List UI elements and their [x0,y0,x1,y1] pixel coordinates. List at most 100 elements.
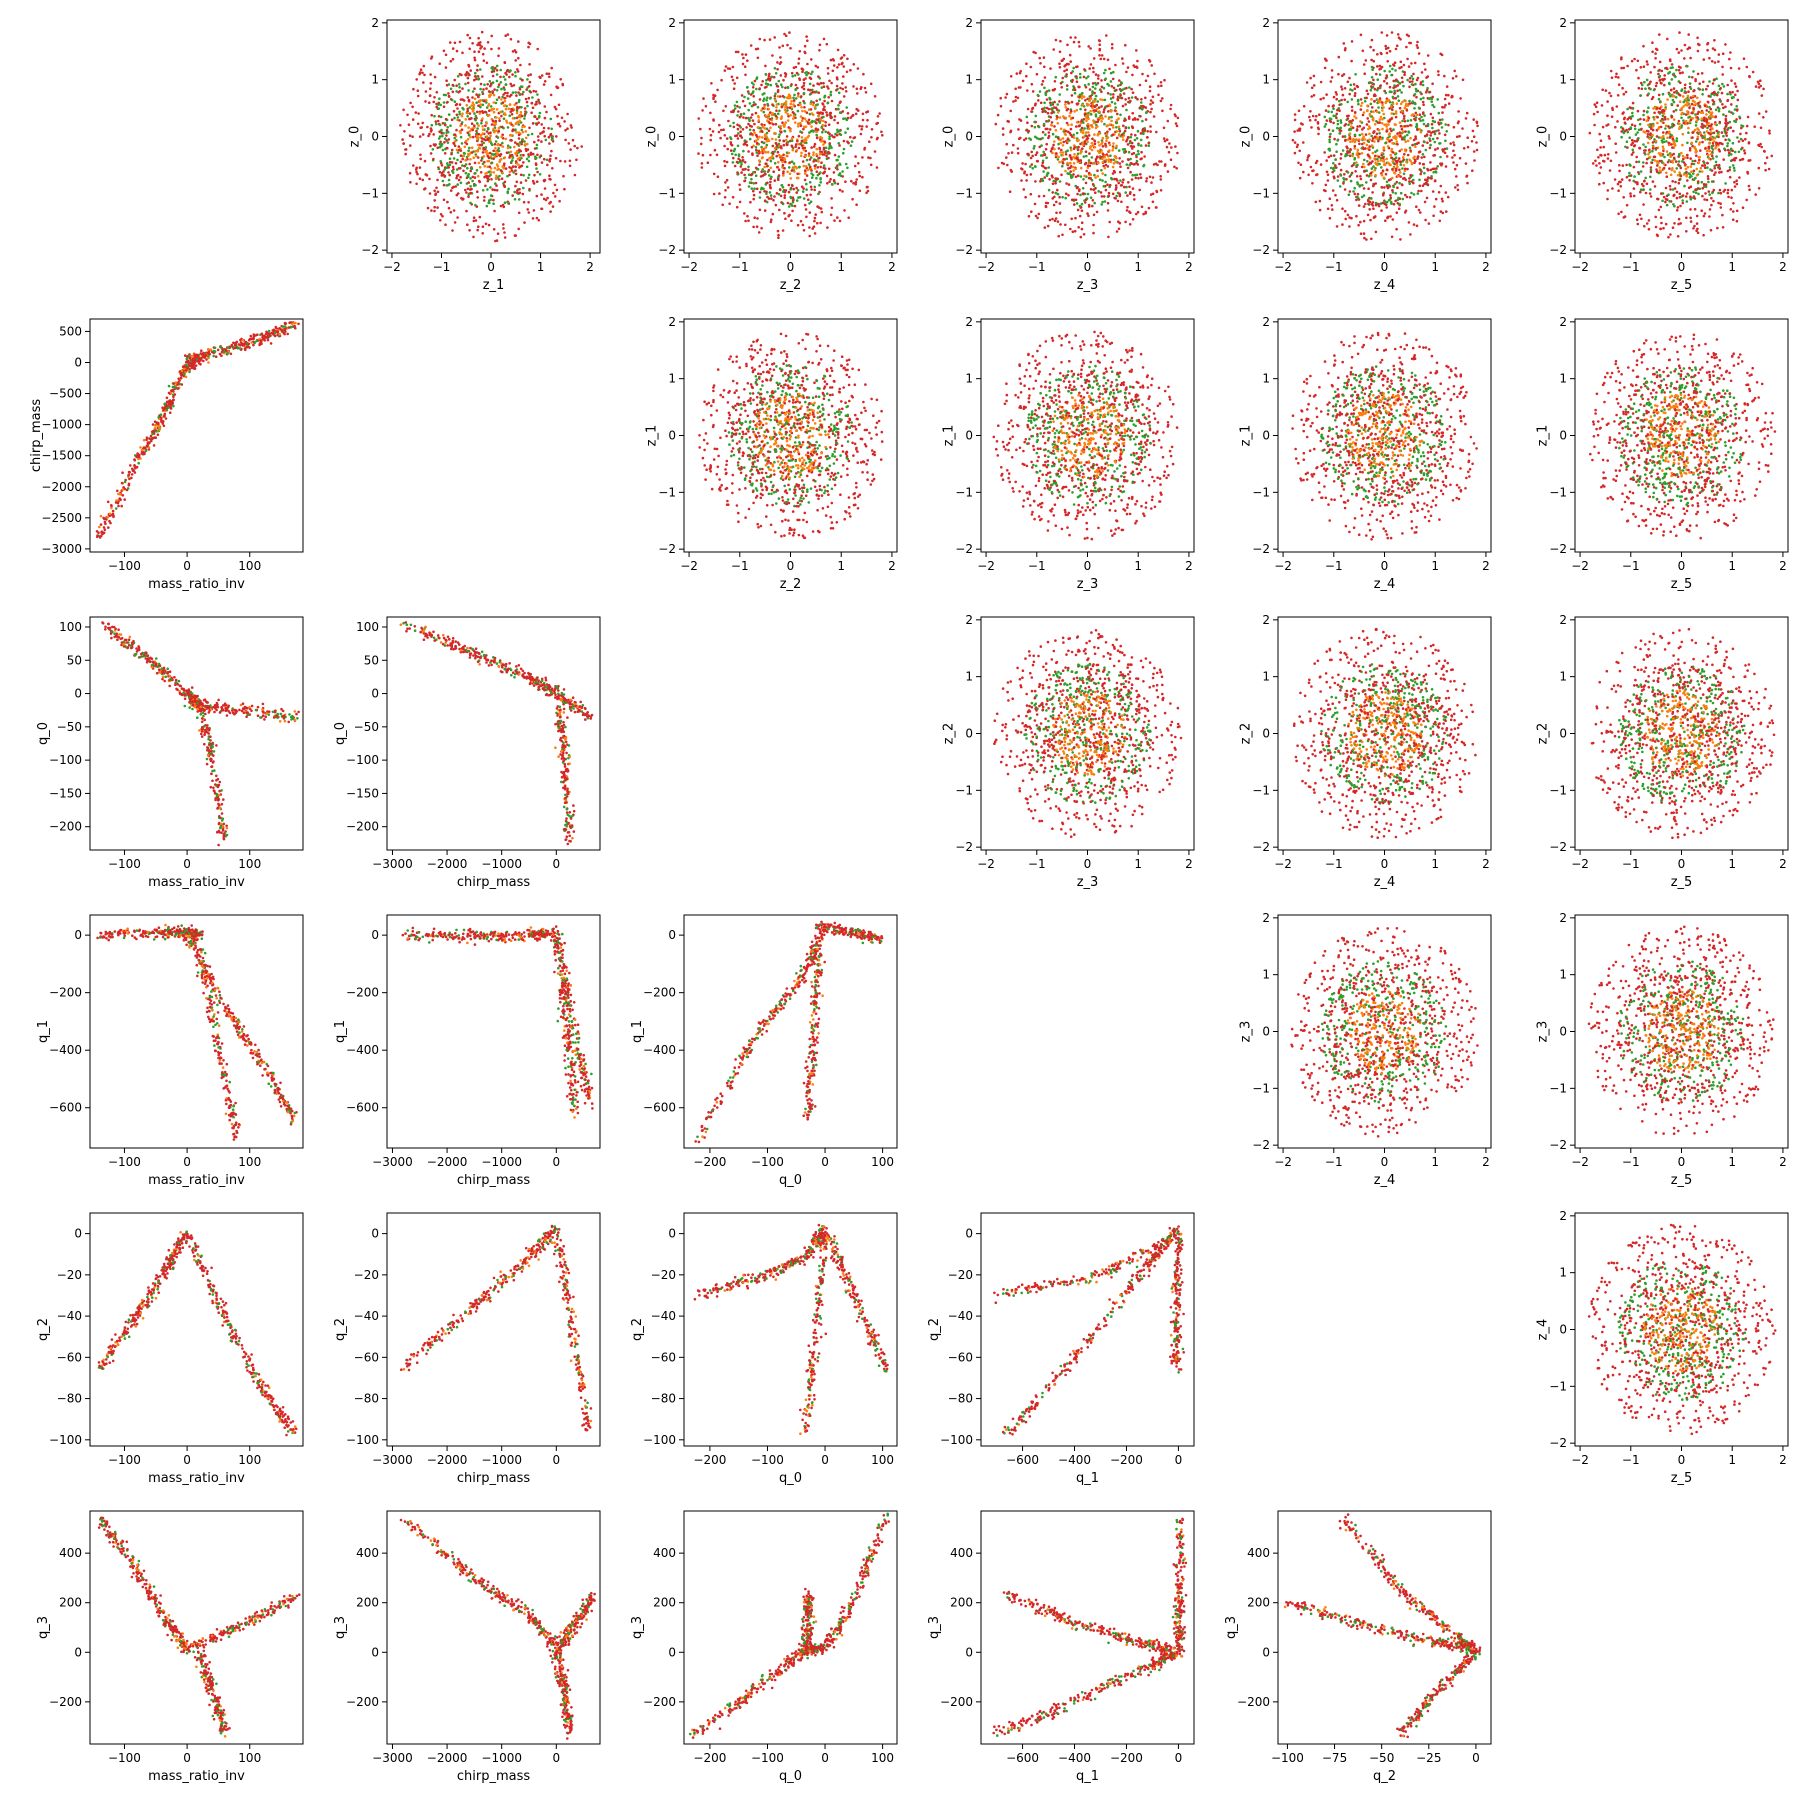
data-point [1094,126,1098,130]
data-point [467,181,471,184]
data-point [472,156,476,159]
data-point [776,90,780,94]
data-point [438,62,442,65]
data-point [1362,205,1366,208]
data-point [495,239,499,242]
data-point [1104,163,1108,167]
data-point [1066,107,1070,111]
data-point [873,150,877,153]
data-point [409,180,412,184]
data-point [459,160,463,164]
data-point [1095,210,1099,214]
data-point [854,155,857,158]
data-point [822,171,826,175]
data-point [1105,132,1109,136]
data-point [1133,138,1137,142]
data-point [564,129,567,132]
data-point [876,121,879,125]
data-point [773,179,777,182]
data-point [524,136,528,140]
data-point [1437,111,1441,115]
data-point [855,178,858,181]
data-point [511,194,514,197]
data-point [835,158,838,162]
data-point [802,148,806,152]
data-point [844,162,848,166]
data-point [787,126,790,129]
data-point [1334,164,1337,167]
data-point [784,72,788,76]
data-point [844,90,848,93]
data-point [832,179,836,182]
data-point [1080,94,1084,98]
data-point [1353,133,1357,137]
data-point [1383,200,1386,204]
data-point [1097,190,1100,193]
data-point [465,191,468,194]
data-point [1099,57,1103,61]
data-point [542,197,546,201]
data-point [725,137,729,140]
data-point [487,90,491,93]
data-point [509,146,512,149]
data-point [1296,143,1299,147]
data-point [782,190,785,193]
data-point [783,129,786,133]
points-group [994,34,1180,239]
data-point [802,87,806,91]
data-point [1056,220,1060,223]
data-point [1332,175,1336,178]
data-point [493,166,497,170]
data-point [1032,147,1036,150]
data-point [1031,106,1035,110]
data-point [1064,133,1067,136]
data-point [1404,99,1407,103]
data-point [1088,152,1091,155]
data-point [1445,210,1448,213]
data-point [800,119,804,122]
data-point [1175,124,1179,128]
data-point [1396,80,1400,84]
data-point [1343,48,1347,52]
data-point [802,229,806,232]
data-point [851,197,854,201]
data-point [1035,136,1039,140]
data-point [766,158,769,162]
data-point [756,168,760,171]
data-point [803,172,807,175]
data-point [769,97,772,100]
data-point [1101,160,1105,164]
data-point [1016,147,1020,150]
data-point [464,82,467,86]
data-point [865,191,868,195]
y-tick-label: 0 [668,130,676,144]
data-point [1033,202,1037,206]
data-point [1029,156,1033,160]
data-point [1058,195,1061,199]
data-point [466,112,469,115]
data-point [812,84,815,87]
data-point [529,90,532,94]
data-point [519,173,523,177]
data-point [763,165,766,169]
data-point [458,40,462,44]
data-point [1362,194,1366,197]
data-point [806,121,810,124]
data-point [1420,71,1424,74]
axes-frame [683,19,898,254]
data-point [1402,172,1406,176]
data-point [551,205,555,208]
data-point [1140,98,1143,101]
data-point [1395,211,1399,214]
data-point [1083,174,1086,178]
data-point [441,134,444,138]
data-point [777,112,780,116]
data-point [1130,96,1134,99]
data-point [474,114,478,118]
data-point [1064,75,1067,78]
data-point [1332,107,1335,110]
data-point [1437,129,1440,132]
data-point [1299,163,1303,166]
data-point [1100,120,1103,123]
data-point [476,156,480,159]
